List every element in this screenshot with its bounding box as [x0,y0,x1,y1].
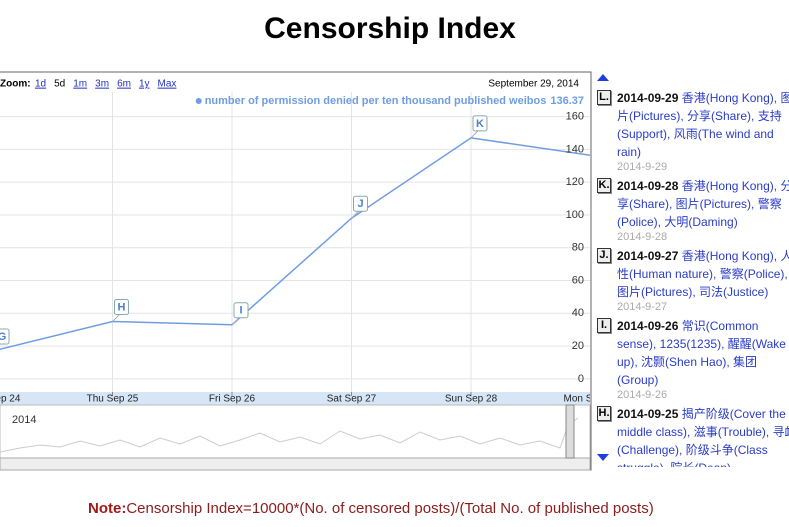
overview [0,404,591,459]
annotation-date: 2014-09-29 [617,91,679,105]
annotation-letter: H. [597,406,611,421]
series-line [0,137,590,351]
annotation-panel: L. 2014-09-29 香港(Hong Kong), 图片(Pictures)… [597,72,789,467]
annotation-entry: K. 2014-09-28 香港(Hong Kong), 分享(Share), 图… [597,177,789,243]
annotation-date: 2014-09-28 [617,179,679,193]
y-tick-label: 80 [572,242,584,254]
marker-label: I [239,305,242,317]
overview-trace [0,417,579,453]
x-tick-label: Thu Sep 25 [87,394,139,405]
y-tick-label: 140 [566,143,584,155]
note-label: Note: [88,500,126,517]
annotation-entry: L. 2014-09-29 香港(Hong Kong), 图片(Pictures)… [597,89,789,173]
scroll-down[interactable] [597,454,609,461]
marker-box [233,302,249,319]
annotation-date: 2014-09-25 [617,407,679,421]
date-label: September 29, 2014 [488,79,579,90]
annotation-date: 2014-09-26 [617,319,679,333]
scroll-up[interactable] [597,74,609,81]
marker-box [353,195,368,212]
x-axis-band [0,392,590,405]
zoom-option[interactable]: 1y [139,79,150,90]
marker-box [472,115,488,132]
plot: Wed Sep 24 Thu Sep 25 Fri Sep 26 Sat Sep 27… [0,92,618,405]
annotation-subdate: 2014-9-26 [617,389,668,401]
annotation-entry: I. 2014-09-26 常识(Common sense), 1235(1235… [597,317,789,401]
x-tick-label: Wed Sep 24 [0,394,21,405]
annotation-text[interactable]: 香港(Hong Kong), 分享(Share), 图片(Pictures), … [617,179,789,229]
marker-label: J [357,198,363,210]
annotation-entry: J. 2014-09-27 香港(Hong Kong), 人性(Human nat… [597,247,789,313]
zoom-option[interactable]: 1d [35,79,46,90]
x-tick-label: Fri Sep 26 [209,394,256,405]
note-text: Censorship Index=10000*(No. of censored … [126,500,653,517]
legend-dot [195,98,202,104]
annotation-subdate: 2014-9-28 [617,231,668,243]
marker-box [0,328,10,345]
annotation-list: L. 2014-09-29 香港(Hong Kong), 图片(Pictures)… [597,72,789,467]
annotation-text[interactable]: 常识(Common sense), 1235(1235), 醒醒(Wake up… [617,319,786,387]
annotation-entry: H. 2014-09-25 揭产阶级(Cover the middle class… [597,405,789,467]
marker-label: G [0,331,6,343]
y-tick-label: 40 [572,307,584,319]
y-tick-label: 20 [572,340,584,352]
annotation-subdate: 2014-9-27 [617,301,668,313]
range-handle [565,404,575,459]
zoom-option[interactable]: Max [158,79,177,90]
marker-box [114,299,129,316]
x-tick-label: Sun Sep 28 [445,394,498,405]
y-tick-label: 100 [566,209,584,221]
legend-entry: number of permission denied per ten thou… [205,95,584,107]
note: Note:Censorship Index=10000*(No. of cens… [88,500,654,517]
annotation-letter: K. [597,178,611,193]
y-tick-label: 120 [566,176,584,188]
y-tick-label: 0 [578,373,584,385]
y-tick-label: 160 [566,110,584,122]
marker-label: H [118,301,126,313]
annotation-letter: I. [597,318,611,333]
legend-name: number of permission denied per ten thou… [205,95,547,107]
marker-label: K [476,118,484,130]
scrollbar [0,457,591,471]
zoom-option[interactable]: 5d [54,79,65,90]
annotation-subdate: 2014-9-29 [617,161,668,173]
annotation-text[interactable]: 香港(Hong Kong), 人性(Human nature), 警察(Poli… [617,249,789,299]
overview-label: 2014 [12,414,36,426]
legend-value: 136.37 [550,95,584,107]
annotation-date: 2014-09-27 [617,249,679,263]
annotation-letter: J. [597,248,611,263]
zoom-label: Zoom: [0,79,31,90]
annotation-text[interactable]: 揭产阶级(Cover the middle class), 滋事(Trouble… [617,407,789,467]
chart-title: Censorship Index [264,12,516,45]
annotation-text[interactable]: 香港(Hong Kong), 图片(Pictures), 分享(Share), … [617,91,789,159]
zoom-option[interactable]: 6m [117,79,131,90]
zoom-option[interactable]: 3m [95,79,109,90]
annotation-letter: L. [597,90,611,105]
y-tick-label: 60 [572,274,584,286]
x-tick-label: Mon Sep 29 [564,394,618,405]
zoom-option[interactable]: 1m [73,79,87,90]
x-tick-label: Sat Sep 27 [327,394,377,405]
